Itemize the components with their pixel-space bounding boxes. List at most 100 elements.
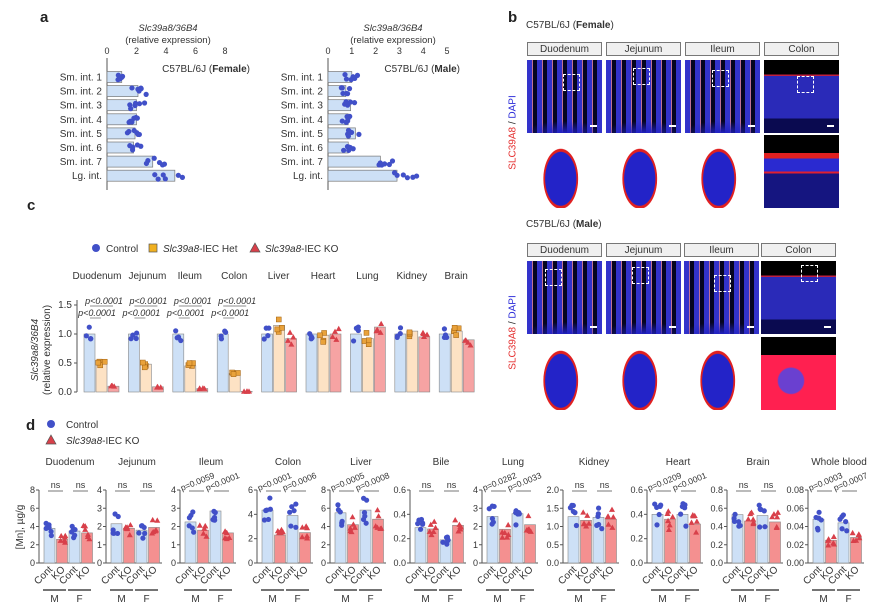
data-point — [526, 527, 533, 534]
y-tick-label: 3 — [97, 503, 102, 513]
data-point — [352, 75, 358, 81]
category-label: Sm. int. 7 — [281, 157, 324, 168]
data-point — [774, 514, 781, 520]
data-point — [266, 325, 272, 331]
bar — [184, 521, 197, 564]
data-point — [757, 506, 763, 512]
x-tick-label: KO — [142, 564, 160, 582]
x-tick-label: 6 — [193, 46, 198, 56]
data-point — [840, 512, 846, 518]
category-label: Brain — [445, 271, 468, 282]
data-point — [665, 517, 672, 524]
data-point — [101, 358, 108, 365]
data-point — [174, 335, 180, 341]
data-point — [154, 384, 161, 390]
data-point — [48, 532, 54, 539]
data-point — [856, 534, 863, 541]
y-tick-label: 2 — [248, 534, 253, 544]
panel-label-d: d — [26, 417, 36, 434]
data-point — [665, 508, 672, 514]
data-point — [419, 521, 426, 527]
data-point — [769, 513, 776, 520]
micrograph-female-colon-zoom — [764, 135, 839, 208]
y-tick-label: 0.6 — [710, 503, 723, 513]
x-tick-label: KO — [366, 564, 384, 582]
micrograph-male-colon-zoom — [761, 337, 836, 410]
data-point — [128, 105, 134, 112]
data-point — [186, 360, 193, 366]
data-point — [605, 521, 612, 527]
p-value-label: p<0.0001 — [77, 308, 116, 318]
bar — [286, 515, 299, 564]
legend-label: Slc39a8-IEC Het — [163, 244, 238, 255]
data-point — [690, 513, 697, 519]
data-point — [267, 495, 273, 501]
data-point — [221, 534, 228, 541]
bar — [499, 528, 511, 564]
data-point — [855, 531, 862, 538]
data-point — [693, 529, 700, 535]
data-point — [127, 521, 134, 528]
data-point — [400, 172, 406, 178]
data-point — [261, 336, 267, 342]
stain-blue: DAPI — [507, 295, 519, 319]
x-tick-label: KO — [683, 564, 701, 582]
data-point — [279, 528, 286, 535]
data-point — [364, 497, 370, 503]
y-tick-label: 1.5 — [58, 300, 72, 311]
significance-label: ns — [51, 480, 61, 490]
data-point — [127, 143, 133, 149]
data-point — [389, 158, 396, 164]
y-tick-label: 0 — [171, 558, 176, 568]
data-point — [382, 161, 388, 167]
y-tick-label: 0.6 — [630, 485, 643, 495]
subplot-title: Ileum — [199, 457, 223, 468]
bar — [414, 527, 427, 564]
data-point — [656, 511, 662, 518]
bar — [406, 330, 419, 393]
data-point — [343, 99, 349, 105]
subplot-title: Liver — [350, 457, 372, 468]
stain-red: SLC39A8 — [507, 326, 519, 370]
data-point — [420, 330, 427, 337]
data-point — [444, 538, 451, 544]
data-point — [815, 527, 821, 533]
micrograph-female-duodenum — [527, 60, 602, 133]
data-point — [143, 91, 149, 97]
data-point — [773, 524, 780, 531]
y-tick-label: 1 — [473, 540, 478, 550]
bar — [374, 326, 386, 393]
micrograph-male-ileum-zoom — [684, 337, 759, 410]
axis-title: Slc39a8/36B4 — [138, 23, 197, 34]
data-point — [442, 332, 449, 338]
data-point — [678, 511, 684, 517]
sex-label: F — [217, 594, 223, 605]
data-point — [366, 337, 372, 344]
data-point — [95, 359, 101, 366]
legend-circle-icon — [47, 420, 55, 428]
data-point — [596, 521, 602, 528]
data-point — [504, 534, 511, 540]
data-point — [284, 337, 291, 343]
data-point — [339, 118, 345, 124]
data-point — [731, 515, 737, 522]
data-point — [83, 333, 89, 339]
data-point — [361, 510, 368, 516]
bar — [689, 523, 701, 564]
category-label: Lung — [356, 271, 378, 282]
data-point — [843, 519, 849, 525]
sex-label: M — [658, 594, 666, 605]
legend-label: Slc39a8-IEC KO — [66, 436, 140, 447]
x-tick-label: 3 — [397, 46, 402, 56]
category-label: Sm. int. 2 — [60, 87, 103, 98]
bar — [329, 333, 342, 393]
data-point — [243, 388, 250, 394]
paren-close: ) — [247, 64, 250, 75]
category-label: Sm. int. 1 — [281, 73, 324, 84]
axis-title-unit: (relative expression) — [350, 35, 436, 46]
data-point — [293, 524, 299, 530]
bar — [825, 539, 837, 564]
data-point — [375, 513, 382, 519]
bar — [812, 518, 825, 564]
